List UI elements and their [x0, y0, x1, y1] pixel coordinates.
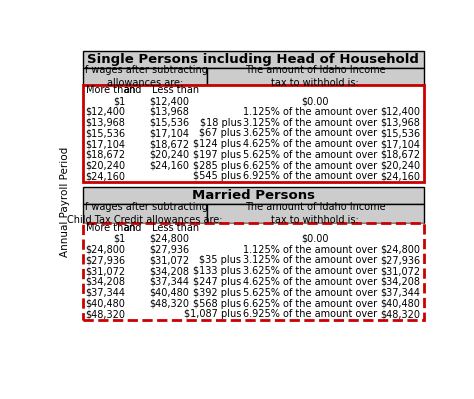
Bar [207, 204, 423, 223]
Text: $124 plus: $124 plus [193, 139, 241, 149]
Text: $247 plus: $247 plus [193, 277, 241, 287]
Text: $24,160: $24,160 [149, 161, 190, 171]
Text: $67 plus: $67 plus [200, 128, 241, 138]
Text: 1.125% of the amount over: 1.125% of the amount over [243, 245, 377, 255]
Text: $34,208: $34,208 [381, 277, 420, 287]
Bar [82, 223, 423, 320]
Text: If wages after subtracting
Child Tax Credit allowances are:: If wages after subtracting Child Tax Cre… [67, 202, 222, 225]
Text: 6.625% of the amount over: 6.625% of the amount over [243, 161, 377, 171]
Text: 3.125% of the amount over: 3.125% of the amount over [243, 118, 377, 128]
Text: $545 plus: $545 plus [193, 172, 241, 182]
Text: $31,072: $31,072 [380, 266, 420, 276]
Bar [82, 187, 423, 204]
Text: $15,536: $15,536 [149, 118, 190, 128]
Text: $0.00: $0.00 [301, 96, 329, 106]
Text: $18,672: $18,672 [149, 139, 190, 149]
Text: $18 plus: $18 plus [200, 118, 241, 128]
Text: $34,208: $34,208 [85, 277, 125, 287]
Text: $17,104: $17,104 [85, 139, 125, 149]
Text: If wages after subtracting
allowances are:: If wages after subtracting allowances ar… [82, 65, 208, 88]
Text: $31,072: $31,072 [149, 255, 190, 265]
Text: The amount of Idaho Income
tax to withhold is:: The amount of Idaho Income tax to withho… [245, 65, 385, 88]
Text: $18,672: $18,672 [380, 150, 420, 160]
Text: $197 plus: $197 plus [193, 150, 241, 160]
Text: Annual Payroll Period: Annual Payroll Period [61, 147, 71, 257]
Text: $37,344: $37,344 [149, 277, 190, 287]
Text: $133 plus: $133 plus [193, 266, 241, 276]
Text: $12,400: $12,400 [381, 107, 420, 117]
Text: $12,400: $12,400 [149, 96, 190, 106]
Text: 6.925% of the amount over: 6.925% of the amount over [243, 172, 377, 182]
Text: $40,480: $40,480 [85, 298, 125, 308]
Bar [82, 85, 423, 182]
Text: $0.00: $0.00 [301, 234, 329, 244]
Text: Less than: Less than [152, 85, 200, 95]
Text: $1: $1 [113, 234, 125, 244]
Text: Married Persons: Married Persons [191, 189, 315, 202]
Text: $48,320: $48,320 [85, 309, 125, 319]
Text: $20,240: $20,240 [380, 161, 420, 171]
Text: $24,800: $24,800 [149, 234, 190, 244]
Text: $24,160: $24,160 [85, 172, 125, 182]
Text: More than: More than [86, 85, 135, 95]
Text: 1.125% of the amount over: 1.125% of the amount over [243, 107, 377, 117]
Text: 3.625% of the amount over: 3.625% of the amount over [243, 266, 377, 276]
Text: $17,104: $17,104 [149, 128, 190, 138]
Text: $40,480: $40,480 [381, 298, 420, 308]
Text: $568 plus: $568 plus [193, 298, 241, 308]
Text: $24,800: $24,800 [381, 245, 420, 255]
Text: $13,968: $13,968 [150, 107, 190, 117]
Bar [82, 204, 207, 223]
Bar [82, 68, 207, 85]
Text: 4.625% of the amount over: 4.625% of the amount over [243, 277, 377, 287]
Text: and: and [124, 85, 142, 95]
Text: $12,400: $12,400 [85, 107, 125, 117]
Text: 5.625% of the amount over: 5.625% of the amount over [243, 150, 377, 160]
Text: More than: More than [86, 223, 135, 233]
Text: $24,160: $24,160 [381, 172, 420, 182]
Text: $37,344: $37,344 [381, 288, 420, 298]
Text: $40,480: $40,480 [150, 288, 190, 298]
Text: $17,104: $17,104 [381, 139, 420, 149]
Text: $13,968: $13,968 [381, 118, 420, 128]
Text: $31,072: $31,072 [85, 266, 125, 276]
Text: 5.625% of the amount over: 5.625% of the amount over [243, 288, 377, 298]
Text: $20,240: $20,240 [85, 161, 125, 171]
Text: Single Persons including Head of Household: Single Persons including Head of Househo… [87, 53, 419, 66]
Text: 6.625% of the amount over: 6.625% of the amount over [243, 298, 377, 308]
Text: $27,936: $27,936 [149, 245, 190, 255]
Text: $1: $1 [113, 96, 125, 106]
Text: $27,936: $27,936 [85, 255, 125, 265]
Bar [82, 51, 423, 68]
Text: $15,536: $15,536 [380, 128, 420, 138]
Text: $35 plus: $35 plus [200, 255, 241, 265]
Text: Less than: Less than [152, 223, 200, 233]
Text: $34,208: $34,208 [149, 266, 190, 276]
Text: $20,240: $20,240 [149, 150, 190, 160]
Text: $37,344: $37,344 [85, 288, 125, 298]
Text: 6.925% of the amount over: 6.925% of the amount over [243, 309, 377, 319]
Text: $48,320: $48,320 [381, 309, 420, 319]
Text: 3.125% of the amount over: 3.125% of the amount over [243, 255, 377, 265]
Text: 3.625% of the amount over: 3.625% of the amount over [243, 128, 377, 138]
Text: 4.625% of the amount over: 4.625% of the amount over [243, 139, 377, 149]
Text: $392 plus: $392 plus [193, 288, 241, 298]
Text: $24,800: $24,800 [85, 245, 125, 255]
Text: $27,936: $27,936 [380, 255, 420, 265]
Bar [207, 68, 423, 85]
Text: $1,087 plus: $1,087 plus [184, 309, 241, 319]
Text: $285 plus: $285 plus [193, 161, 241, 171]
Text: $15,536: $15,536 [85, 128, 125, 138]
Text: $18,672: $18,672 [85, 150, 125, 160]
Text: and: and [124, 223, 142, 233]
Text: The amount of Idaho Income
tax to withhold is:: The amount of Idaho Income tax to withho… [245, 202, 385, 225]
Text: $48,320: $48,320 [149, 298, 190, 308]
Text: $13,968: $13,968 [85, 118, 125, 128]
